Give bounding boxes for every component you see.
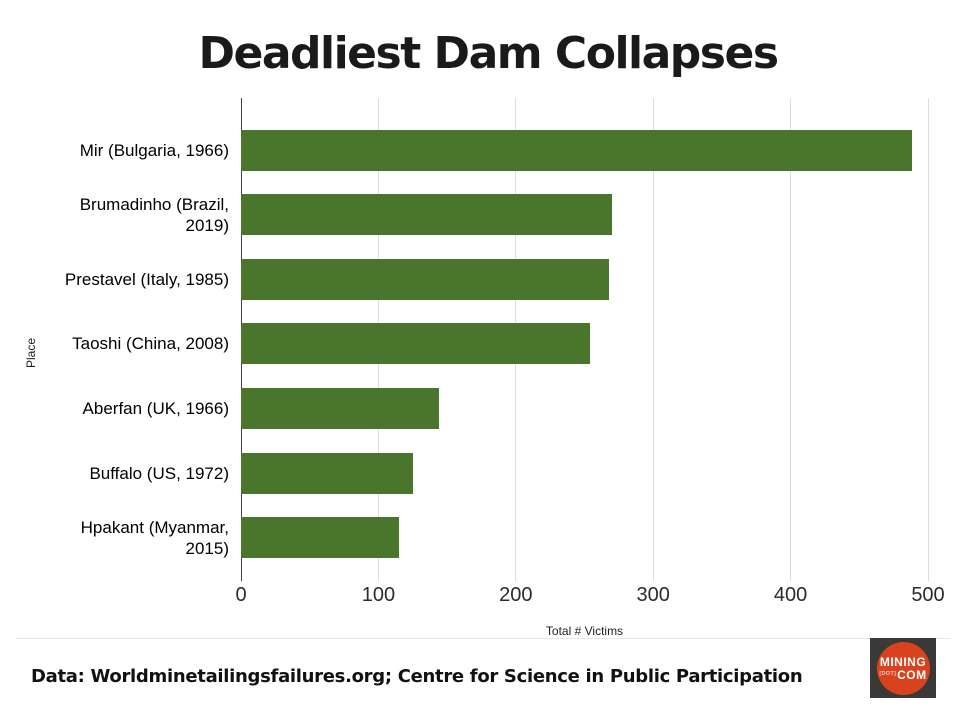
category-label: Taoshi (China, 2008): [72, 334, 229, 354]
bar: [241, 323, 590, 365]
bar: [241, 452, 413, 494]
category-label: Prestavel (Italy, 1985): [64, 269, 229, 289]
bar: [241, 129, 912, 171]
miningcom-logo: MINING [DOT] COM: [870, 638, 936, 698]
logo-text-com: COM: [897, 667, 927, 682]
category-labels: Mir (Bulgaria, 1966) Brumadinho (Brazil, …: [43, 98, 229, 570]
x-axis-label: Total # Victims: [545, 624, 624, 638]
x-tick-label: 0: [235, 584, 247, 606]
x-tick-label: 500: [911, 584, 945, 606]
gridline: [790, 98, 792, 581]
category-label: Aberfan (UK, 1966): [82, 399, 229, 419]
bar: [241, 194, 612, 236]
x-tick-label: 200: [499, 584, 533, 606]
x-axis-ticks: 0 100 200 300 400 500: [235, 584, 944, 608]
source-caption: Data: Worldminetailingsfailures.org; Cen…: [31, 666, 803, 687]
category-label: Hpakant (Myanmar, 2015): [80, 517, 229, 558]
miningcom-logo-circle: MINING [DOT] COM: [876, 641, 930, 695]
bar: [241, 388, 439, 430]
category-label: Mir (Bulgaria, 1966): [79, 140, 229, 160]
x-tick-label: 100: [361, 584, 396, 606]
logo-text-dotcom: [DOT] COM: [879, 669, 926, 681]
category-label: Brumadinho (Brazil, 2019): [79, 194, 229, 235]
x-tick-label: 300: [636, 584, 670, 606]
x-tick-label: 400: [773, 584, 808, 606]
y-axis-label: Place: [24, 337, 38, 369]
category-label: Buffalo (US, 1972): [89, 463, 229, 483]
logo-text-mining: MINING: [879, 654, 927, 669]
gridline: [927, 98, 929, 581]
logo-text-dot: [DOT]: [879, 670, 897, 677]
plot-area: [240, 98, 929, 581]
gridline: [652, 98, 654, 581]
bar: [241, 517, 399, 559]
footer-divider: [15, 638, 950, 639]
bar: [241, 258, 610, 300]
chart-title: Deadliest Dam Collapses: [198, 28, 779, 79]
